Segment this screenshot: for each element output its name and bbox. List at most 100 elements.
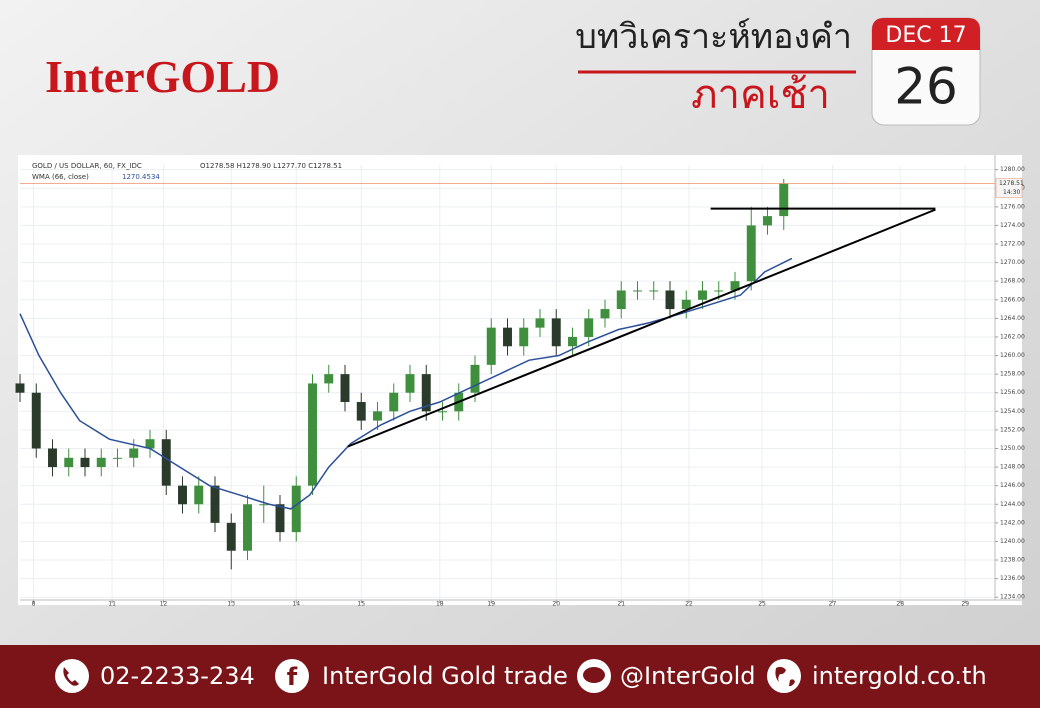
y-tick-label: 1242.00 xyxy=(1000,519,1025,526)
candle-body xyxy=(438,411,447,413)
x-tick-label: 21 xyxy=(617,601,625,608)
last-price-box xyxy=(995,178,1023,198)
candle-body xyxy=(259,504,269,506)
y-tick-label: 1268.00 xyxy=(1000,278,1025,285)
indicator-line xyxy=(19,257,793,510)
candle-body xyxy=(129,448,139,458)
candle-body xyxy=(291,485,301,533)
footer xyxy=(0,645,1040,708)
x-tick-label: 8 xyxy=(32,601,36,608)
candle-body xyxy=(665,290,675,310)
candle-body xyxy=(340,374,350,403)
y-tick-label: 1256.00 xyxy=(1000,389,1025,396)
candle-body xyxy=(568,336,577,347)
x-tick-label: 15 xyxy=(357,601,365,608)
x-tick-label: 14 xyxy=(292,601,300,608)
candle-body xyxy=(145,439,155,449)
candle-body xyxy=(48,448,57,468)
y-tick-label: 1252.00 xyxy=(1000,426,1025,433)
candle-body xyxy=(194,485,204,505)
candle-body xyxy=(64,457,74,468)
ohlc: O1278.58 H1278.90 L1277.70 C1278.51 xyxy=(200,162,342,170)
candle-body xyxy=(324,374,334,384)
candle-body xyxy=(519,327,529,347)
candle-body xyxy=(616,290,626,310)
indicator-value: 1270.4534 xyxy=(122,173,160,181)
y-tick-label: 1240.00 xyxy=(1000,538,1025,545)
y-tick-label: 1266.00 xyxy=(1000,296,1025,303)
facebook-glyph: f xyxy=(287,663,298,691)
phone-icon xyxy=(55,659,89,693)
y-tick-label: 1276.00 xyxy=(1000,203,1025,210)
y-tick-label: 1272.00 xyxy=(1000,241,1025,248)
footer-facebook: InterGold Gold trade xyxy=(322,662,568,690)
candle-body xyxy=(308,383,317,486)
footer-icons: f xyxy=(55,659,801,693)
y-tick-label: 1254.00 xyxy=(1000,408,1025,415)
candle-body xyxy=(681,299,691,310)
x-tick-label: 20 xyxy=(552,601,560,608)
x-tick-label: 28 xyxy=(896,601,904,608)
facebook-icon xyxy=(275,659,309,693)
candle-body xyxy=(584,318,594,337)
candle-body xyxy=(698,290,707,300)
indicator-name: WMA (66, close) xyxy=(32,173,89,181)
logo: InterGOLD xyxy=(45,51,280,102)
candle-body xyxy=(373,411,382,421)
candle-body xyxy=(714,290,724,292)
chart: 1234.00 1236.00 1238.00 1240.00 1242.00 1244.… xyxy=(15,155,1025,608)
candle-body xyxy=(730,281,740,291)
y-tick-label: 1236.00 xyxy=(1000,575,1025,582)
footer-phone: 02-2233-234 xyxy=(100,662,255,690)
y-tick-label: 1262.00 xyxy=(1000,333,1025,340)
y-tick-label: 1264.00 xyxy=(1000,315,1025,322)
candle-body xyxy=(161,439,171,486)
y-tick-label: 1244.00 xyxy=(1000,501,1025,508)
x-tick-label: 22 xyxy=(685,601,693,608)
candle-body xyxy=(551,318,561,347)
last-price-label: 1278.51 xyxy=(999,180,1024,187)
y-tick-label: 1274.00 xyxy=(1000,222,1025,229)
calendar-top xyxy=(872,18,980,50)
y-tick-label: 1246.00 xyxy=(1000,482,1025,489)
candle-body xyxy=(243,504,252,551)
calendar-day: 26 xyxy=(894,58,958,116)
x-tick-label: 29 xyxy=(961,601,969,608)
candle-body xyxy=(80,457,90,468)
session: ภาคเช้า xyxy=(691,72,830,118)
candle-body xyxy=(96,457,106,468)
calendar: DEC 17 26 xyxy=(871,17,981,126)
y-tick-label: 1258.00 xyxy=(1000,371,1025,378)
x-tick-label: 18 xyxy=(436,601,444,608)
candle-body xyxy=(113,457,122,459)
candle-body xyxy=(503,327,512,347)
candle-body xyxy=(421,374,431,412)
y-tick-label: 1260.00 xyxy=(1000,352,1025,359)
candle-body xyxy=(405,374,415,393)
line-glyph xyxy=(583,667,605,683)
candle-body xyxy=(470,364,480,393)
candle-body xyxy=(746,225,756,282)
candle-body xyxy=(178,485,187,505)
candle-body xyxy=(210,485,220,523)
x-tick-label: 27 xyxy=(829,601,837,608)
x-tick-label: 19 xyxy=(487,601,495,608)
candle-body xyxy=(535,318,545,328)
x-tick-label: 25 xyxy=(758,601,766,608)
x-tick-label: 12 xyxy=(160,601,168,608)
y-tick-label: 1234.00 xyxy=(1000,594,1025,601)
phone-glyph xyxy=(63,667,79,686)
trendline xyxy=(347,208,936,448)
y-tick-label: 1280.00 xyxy=(1000,166,1025,173)
candle-body xyxy=(600,309,610,319)
candle-body xyxy=(389,392,399,412)
y-tick-label: 1248.00 xyxy=(1000,464,1025,471)
header-title: บทวิเคราะห์ทองคำ xyxy=(575,17,852,57)
web-icon xyxy=(767,659,801,693)
candle-body xyxy=(275,504,285,533)
y-tick-label: 1270.00 xyxy=(1000,259,1025,266)
y-tick-label: 1250.00 xyxy=(1000,445,1025,452)
candle-body xyxy=(779,183,789,217)
